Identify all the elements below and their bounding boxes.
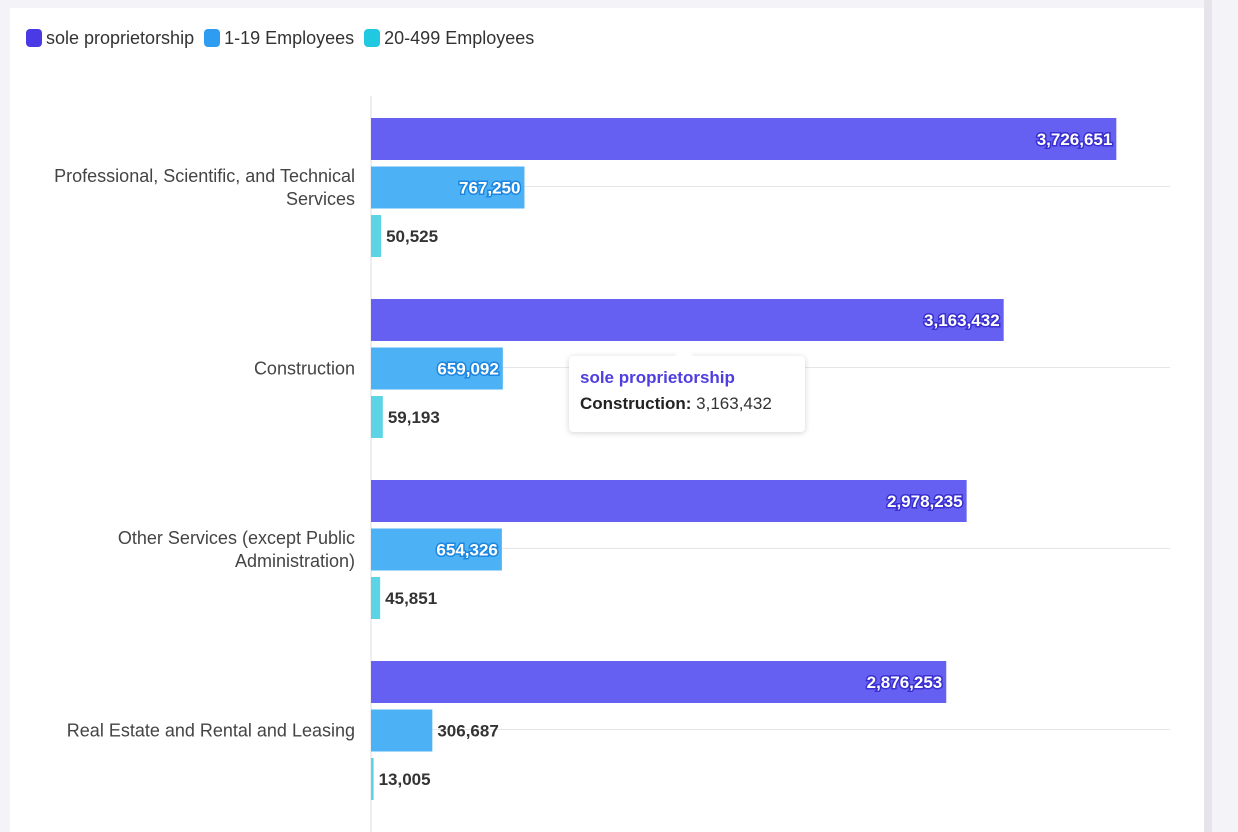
category-label: Professional, Scientific, and Technical S… <box>54 166 355 209</box>
bar-sole-proprietorship <box>371 661 947 703</box>
bar-sole-proprietorship <box>371 299 1004 341</box>
data-label: 3,163,432 <box>924 311 1000 330</box>
bar-1-19-employees <box>371 528 502 571</box>
legend-swatch-sole-proprietorship <box>26 29 42 47</box>
legend-item-1-19-employees[interactable]: 1-19 Employees <box>204 28 354 49</box>
data-label: 306,687 <box>437 722 498 741</box>
data-label: 50,525 <box>386 227 438 246</box>
legend: sole proprietorship 1-19 Employees 20-49… <box>26 26 534 50</box>
tooltip: sole proprietorship Construction: 3,163,… <box>569 347 805 432</box>
legend-item-20-499-employees[interactable]: 20-499 Employees <box>364 28 534 49</box>
bar-20-499-employees <box>371 758 374 800</box>
bar-20-499-employees <box>371 577 381 619</box>
tooltip-series: sole proprietorship <box>580 368 735 387</box>
legend-label: sole proprietorship <box>46 27 195 48</box>
bar-1-19-employees <box>371 166 525 209</box>
bar-20-499-employees <box>371 396 383 438</box>
data-label: 45,851 <box>385 589 437 608</box>
tooltip-value: 3,163,432 <box>696 394 772 413</box>
legend-swatch-20-499-employees <box>364 29 381 47</box>
bar-sole-proprietorship <box>371 480 967 522</box>
data-label: 2,876,253 <box>867 673 943 692</box>
data-label: 654,326 <box>436 541 497 560</box>
category-label: Real Estate and Rental and Leasing <box>67 721 355 741</box>
tooltip-category: Construction: <box>580 394 692 413</box>
data-label: 767,250 <box>459 179 520 198</box>
scrollbar-track[interactable] <box>1204 0 1212 832</box>
tooltip-line: Construction: 3,163,432 <box>580 394 794 414</box>
data-label: 3,726,651 <box>1037 130 1113 149</box>
data-label: 13,005 <box>379 770 431 789</box>
data-label: 59,193 <box>388 408 440 427</box>
bar-sole-proprietorship <box>371 118 1117 160</box>
legend-swatch-1-19-employees <box>204 29 221 47</box>
data-label: 2,978,235 <box>887 492 963 511</box>
bar-1-19-employees <box>371 709 433 752</box>
legend-label: 1-19 Employees <box>224 27 355 48</box>
data-label: 659,092 <box>437 360 498 379</box>
category-label: Other Services (except Public Administrat… <box>118 528 355 571</box>
legend-item-sole-proprietorship[interactable]: sole proprietorship <box>26 28 194 49</box>
bar-1-19-employees <box>371 347 503 390</box>
legend-label: 20-499 Employees <box>384 27 535 48</box>
bar-20-499-employees <box>371 215 382 257</box>
category-label: Construction <box>254 359 355 379</box>
